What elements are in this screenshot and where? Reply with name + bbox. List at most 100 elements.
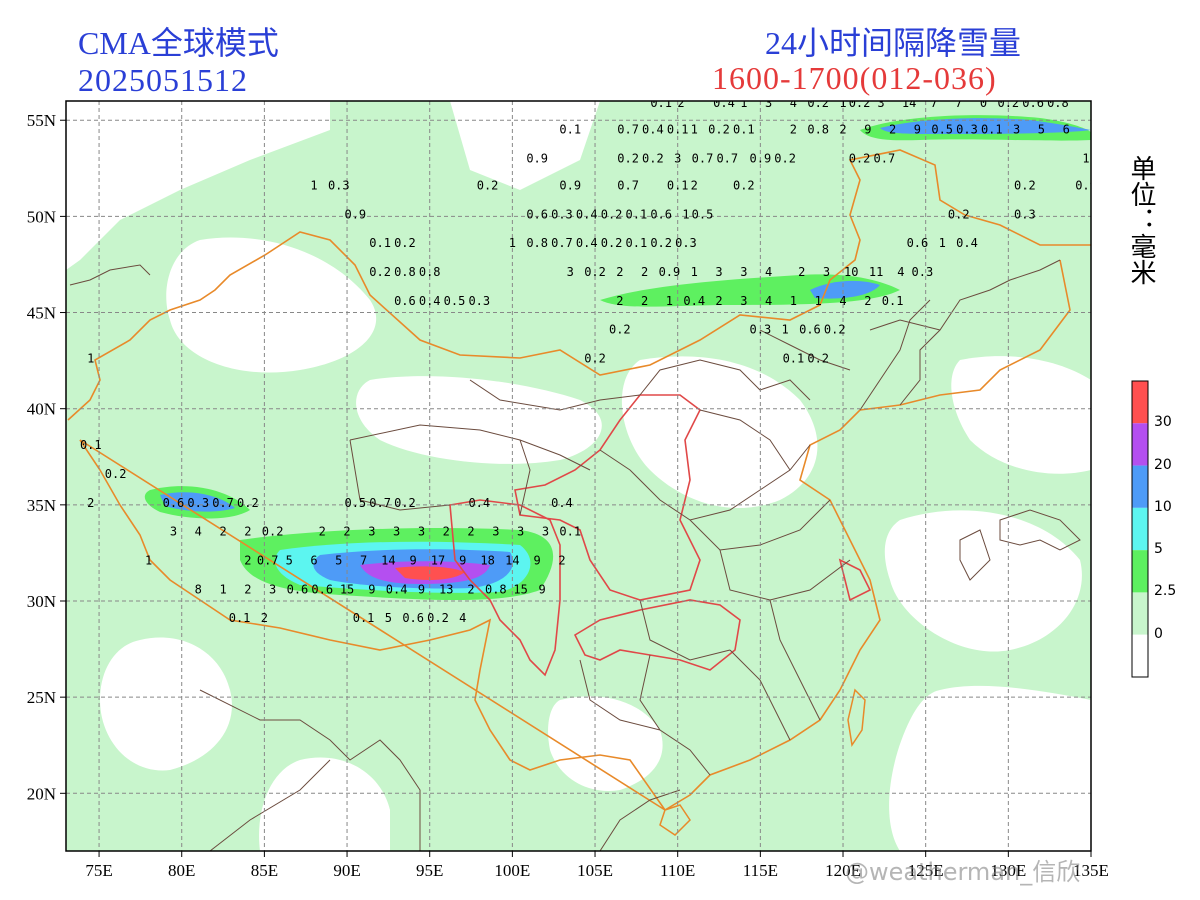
station-value: 0.6	[394, 294, 416, 308]
valid-time: 1600-1700(012-036)	[712, 60, 997, 96]
station-value: 2	[319, 525, 326, 539]
station-value: 0.1	[667, 123, 689, 137]
station-value: 0.9	[659, 265, 681, 279]
station-value: 0.4	[713, 96, 735, 110]
station-value: 0.8	[526, 236, 548, 250]
station-value: 2	[244, 525, 251, 539]
station-value: 4	[790, 96, 797, 110]
lon-tick-label: 135E	[1073, 861, 1109, 880]
station-value: 0.6	[287, 582, 309, 596]
highlight-region	[449, 394, 872, 677]
station-value: 2	[219, 525, 226, 539]
station-value: 2	[443, 525, 450, 539]
station-value: 1	[1082, 152, 1089, 166]
grid-lines	[66, 101, 1091, 851]
station-value: 0.9	[750, 152, 772, 166]
station-value: 0.7	[617, 178, 639, 192]
lat-tick-label: 30N	[27, 592, 56, 611]
station-value: 2	[616, 265, 623, 279]
colorbar-segment	[1132, 381, 1148, 424]
lat-tick-label: 55N	[27, 111, 56, 130]
station-value: 1	[740, 96, 747, 110]
station-value: 2	[715, 294, 722, 308]
station-value: 1	[691, 265, 698, 279]
station-value: 0.4	[576, 236, 598, 250]
run-time: 2025051512	[78, 62, 248, 98]
station-value: 9	[534, 553, 541, 567]
station-value: 3	[418, 525, 425, 539]
station-value: 18	[480, 553, 494, 567]
station-value: 14	[381, 553, 395, 567]
colorbar-segment	[1132, 423, 1148, 466]
station-value: 0.2	[477, 178, 499, 192]
station-value: 0.8	[807, 123, 829, 137]
station-value: 2	[261, 611, 268, 625]
station-value: 2	[616, 294, 623, 308]
station-value: 0.6	[799, 323, 821, 337]
station-value: 0.4	[551, 496, 573, 510]
station-value: 1	[790, 294, 797, 308]
station-value: 3	[740, 294, 747, 308]
station-value: 3	[170, 525, 177, 539]
station-value: 2	[889, 123, 896, 137]
station-value: 0.7	[369, 496, 391, 510]
station-value: 10	[844, 265, 858, 279]
station-value: 0.2	[807, 96, 829, 110]
station-value: 0.9	[1075, 178, 1097, 192]
station-value: 11	[869, 265, 883, 279]
station-value: 1	[219, 582, 226, 596]
station-value: 1	[815, 294, 822, 308]
lon-tick-label: 75E	[85, 861, 112, 880]
lat-tick-label: 20N	[27, 784, 56, 803]
lon-tick-label: 95E	[416, 861, 443, 880]
station-value: 4	[897, 265, 904, 279]
station-value: 8	[195, 582, 202, 596]
station-value: 0.7	[716, 152, 738, 166]
station-value: 0.2	[237, 496, 259, 510]
station-value: 0.1	[80, 438, 102, 452]
station-value: 9	[914, 123, 921, 137]
station-value: 17	[431, 553, 445, 567]
station-value: 0.2	[708, 123, 730, 137]
station-value: 1	[509, 236, 516, 250]
station-value: 0.1	[981, 123, 1003, 137]
station-value: 0.8	[394, 265, 416, 279]
station-value: 0.7	[212, 496, 234, 510]
station-value: 0.9	[344, 207, 366, 221]
station-value: 2	[798, 265, 805, 279]
station-value: 0.5	[931, 123, 953, 137]
station-value: 0.7	[874, 152, 896, 166]
station-value: 6	[310, 553, 317, 567]
taiwan-outline	[847, 688, 866, 748]
station-value: 0.3	[912, 265, 934, 279]
station-value: 2	[467, 582, 474, 596]
station-value: 0.9	[526, 152, 548, 166]
station-value: 5	[335, 553, 342, 567]
station-value: 0.2	[369, 265, 391, 279]
station-value: 14	[902, 96, 916, 110]
colorbar-level-label: 30	[1154, 414, 1172, 431]
station-value: 6	[1063, 123, 1070, 137]
station-value: 3	[1013, 123, 1020, 137]
station-value: 0.2	[948, 207, 970, 221]
station-value: 0.1	[559, 525, 581, 539]
station-value: 2	[467, 525, 474, 539]
station-value: 0.1	[229, 611, 251, 625]
colorbar-level-label: 10	[1154, 498, 1172, 515]
station-value: 1	[839, 96, 846, 110]
station-value: 3	[823, 265, 830, 279]
station-value: 1	[682, 207, 689, 221]
station-value: 3	[877, 96, 884, 110]
lon-tick-label: 125E	[908, 861, 944, 880]
colorbar-level-label: 2.5	[1154, 583, 1177, 600]
station-value: 0.8	[485, 582, 507, 596]
station-value: 2	[87, 496, 94, 510]
station-value: 0.2	[394, 496, 416, 510]
station-value: 0.3	[750, 323, 772, 337]
lat-tick-label: 50N	[27, 207, 56, 226]
colorbar-level-label: 5	[1154, 541, 1163, 558]
station-value: 3	[269, 582, 276, 596]
station-value: 3	[542, 525, 549, 539]
station-value: 0.2	[849, 152, 871, 166]
station-value: 0.1	[369, 236, 391, 250]
